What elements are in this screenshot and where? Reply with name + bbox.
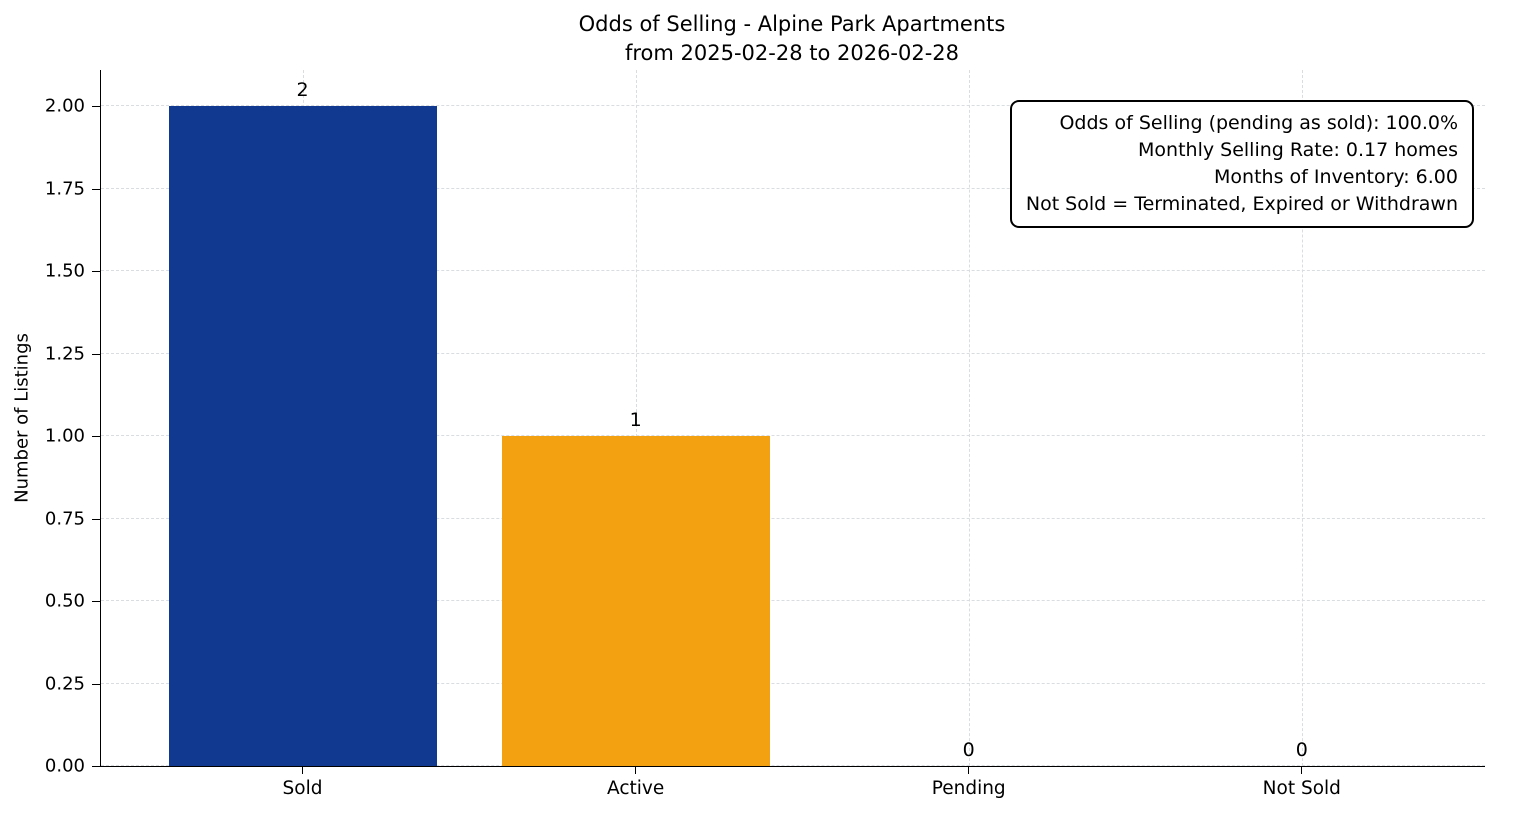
y-tick-mark: [92, 271, 100, 273]
chart-title: Odds of Selling - Alpine Park Apartments: [578, 12, 1006, 36]
y-tick-label: 0.00: [44, 755, 85, 777]
y-tick-label: 2.00: [44, 95, 85, 117]
bar-active: [501, 436, 770, 766]
bar-value-label-not-sold: 0: [1295, 739, 1308, 761]
annotation-box: Odds of Selling (pending as sold): 100.0…: [1009, 100, 1474, 228]
annotation-line: Monthly Selling Rate: 0.17 homes: [1138, 139, 1458, 161]
gridline-horizontal: [101, 270, 1485, 272]
gridline-horizontal: [101, 435, 1485, 437]
y-tick-mark: [92, 436, 100, 438]
gridline-horizontal: [101, 187, 1485, 189]
y-tick-mark: [92, 766, 100, 767]
gridline-horizontal: [101, 600, 1485, 602]
y-axis-title: Number of Listings: [11, 333, 33, 503]
y-tick-mark: [92, 518, 100, 520]
x-tick-mark: [1300, 766, 1302, 774]
annotation-line: Not Sold = Terminated, Expired or Withdr…: [1025, 193, 1458, 215]
bar-value-label-pending: 0: [962, 739, 975, 761]
y-tick-label: 0.75: [44, 508, 85, 530]
plot-area: 0.00 0.25 0.50 0.75 1.00 1.25 1.50 1.75 2.00 2 Sol…: [45, 70, 1485, 799]
gridline-vertical: [635, 70, 637, 766]
y-tick-label: 0.50: [44, 590, 85, 612]
y-tick-label: 1.50: [44, 260, 85, 282]
bar-sold: [168, 106, 437, 766]
bar-value-label-sold: 2: [296, 79, 309, 102]
y-tick-label: 1.75: [44, 178, 85, 200]
y-tick-label: 0.25: [44, 673, 85, 695]
x-category-label-active: Active: [606, 778, 665, 799]
gridline-horizontal: [101, 352, 1485, 354]
gridline-vertical: [1301, 70, 1303, 766]
gridline-vertical: [968, 70, 970, 766]
gridline-horizontal: [101, 105, 1485, 107]
x-tick-mark: [967, 766, 969, 774]
gridline-horizontal: [101, 517, 1485, 519]
y-tick-mark: [92, 353, 100, 355]
y-tick-mark: [92, 188, 100, 190]
y-tick-label: 1.25: [44, 343, 85, 365]
x-category-label-pending: Pending: [931, 778, 1006, 799]
y-tick-mark: [92, 601, 100, 603]
y-tick-mark: [92, 683, 100, 685]
x-tick-mark: [301, 766, 303, 774]
annotation-line: Months of Inventory: 6.00: [1214, 166, 1458, 188]
y-tick-mark: [92, 106, 100, 108]
gridline-horizontal: [101, 682, 1485, 684]
x-category-label-not-sold: Not Sold: [1262, 778, 1341, 799]
gridline-horizontal: [101, 765, 1485, 766]
bar-value-label-active: 1: [629, 409, 642, 432]
x-category-label-sold: Sold: [282, 778, 323, 799]
annotation-line: Odds of Selling (pending as sold): 100.0…: [1059, 112, 1458, 134]
y-tick-label: 1.00: [44, 425, 85, 447]
chart-subtitle: from 2025-02-28 to 2026-02-28: [624, 41, 960, 65]
x-tick-mark: [634, 766, 636, 774]
